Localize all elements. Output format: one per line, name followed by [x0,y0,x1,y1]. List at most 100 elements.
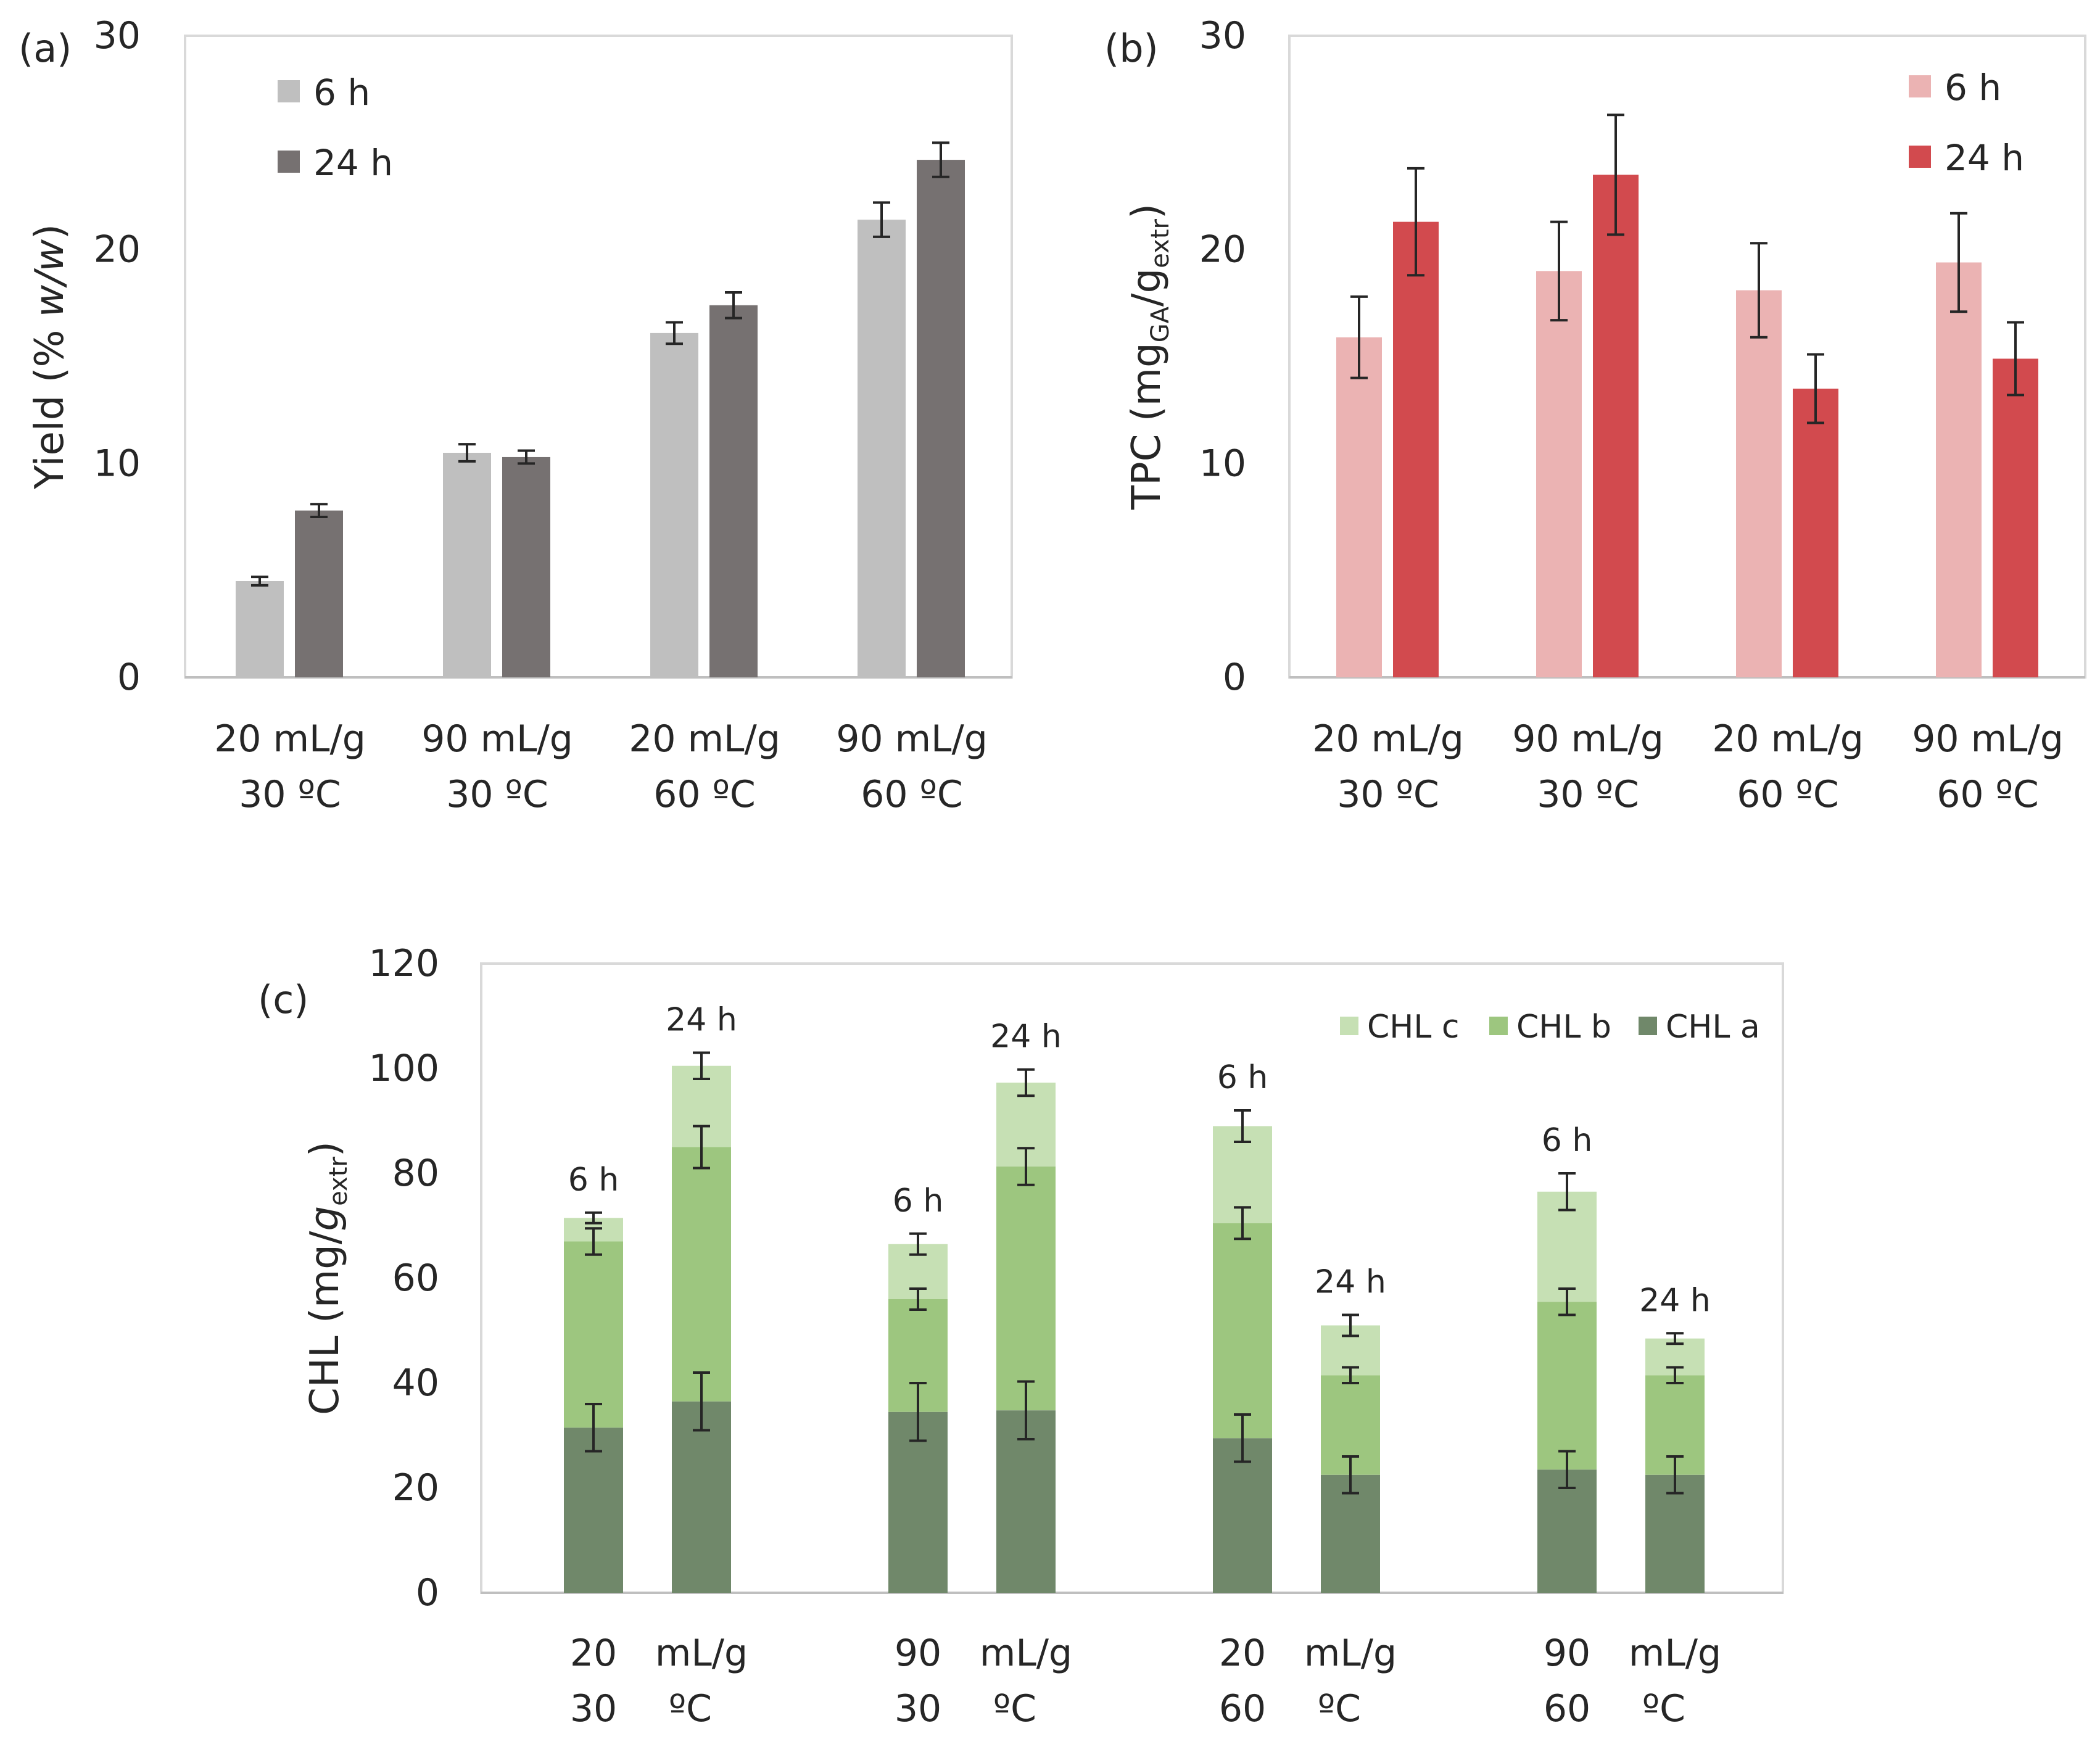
legend-swatch-chl-b [1489,1017,1508,1035]
panel-b-y-ticks: 0 10 20 30 [1199,14,1246,699]
x-tick-label-line2: 30 ºC [1537,773,1639,816]
bar-label-3: 6 h [893,1183,944,1220]
x-tick-label-line2: 60 ºC [861,773,963,816]
error-bar-chl-a-4 [1017,1380,1035,1440]
panel-b-x-labels: 20 mL/g 30 ºC 90 mL/g 30 ºC 20 mL/g 60 ºC 90 m… [1312,717,2064,816]
legend-swatch-chl-c [1340,1017,1358,1035]
error-bar-6h-3 [1750,242,1767,339]
panel-c-bars: 6 h 24 h 6 h 24 h 6 h 24 h 6 h 24 h [564,1002,1711,1593]
error-bar-24h-3 [1807,353,1824,424]
bar-label-8: 24 h [1639,1282,1711,1319]
x-tick-label-line1: 20 mL/g [629,717,780,761]
x-label-line1-right: mL/g [1304,1632,1397,1675]
error-bar-chl-a-7 [1558,1450,1576,1489]
error-bar-24h-4 [2007,321,2024,397]
error-bar-6h-4 [873,201,890,238]
error-bar-chl-b-1 [585,1227,602,1256]
error-bar-chl-c-8 [1666,1332,1684,1345]
panel-b-legend: 6 h 24 h [1909,67,2024,179]
x-tick-label-line1: 90 mL/g [421,717,573,761]
error-bar-chl-b-6 [1342,1366,1359,1384]
y-tick-label: 20 [1199,228,1246,271]
error-bar-chl-a-6 [1342,1455,1359,1495]
bar-6h-4 [1936,262,1982,677]
y-tick-label: 20 [94,228,141,271]
panel-b-label: (b) [1104,26,1159,71]
bar-6h-1 [236,581,284,677]
error-bar-chl-c-3 [909,1232,927,1256]
legend-label-chl-b: CHL b [1516,1009,1611,1046]
x-tick-label-line1: 90 mL/g [1512,717,1664,761]
x-label-line1-right: mL/g [980,1632,1072,1675]
bar-label-4: 24 h [990,1018,1062,1055]
x-label-line1-left: 90 [1544,1632,1590,1675]
x-label-line1-right: mL/g [655,1632,748,1675]
x-tick-label-line1: 20 mL/g [214,717,366,761]
error-bar-chl-c-7 [1558,1172,1576,1212]
bar-segment-chl-a-3 [888,1411,948,1593]
panel-a-x-labels: 20 mL/g 30 ºC 90 mL/g 30 ºC 20 mL/g 60 ºC 90 m… [214,717,988,816]
x-tick-label-line2: 30 ºC [446,773,548,816]
error-bar-chl-b-8 [1666,1366,1684,1384]
panel-a: (a) 0 10 20 30 Yield (% w/w) 20 mL/g 30 ºC 90… [19,14,1013,816]
x-label-line2-right: ºC [1642,1687,1685,1730]
error-bar-chl-c-1 [585,1211,602,1225]
legend-swatch-6h [278,80,300,102]
y-tick-label: 30 [94,14,141,57]
legend-label-6h: 6 h [313,72,370,114]
bar-segment-chl-b-4 [996,1166,1056,1411]
legend-label-6h: 6 h [1945,67,2001,109]
bar-24h-2 [1593,175,1639,677]
bar-6h-1 [1336,337,1382,677]
panel-c-y-ticks: 0 20 40 60 80 100 120 [368,942,439,1614]
bar-segment-chl-b-7 [1537,1302,1597,1470]
legend-swatch-24h [1909,146,1931,168]
y-tick-label: 0 [117,656,141,699]
bar-segment-chl-a-2 [672,1401,731,1593]
x-label-line2-right: ºC [669,1687,712,1730]
error-bar-chl-a-2 [693,1371,710,1432]
bar-6h-2 [443,453,491,677]
error-bar-chl-b-5 [1234,1206,1251,1241]
error-bar-24h-3 [725,291,742,320]
bar-segment-chl-b-1 [564,1241,623,1428]
x-tick-label-line2: 30 ºC [239,773,341,816]
legend-swatch-chl-a [1639,1017,1657,1035]
error-bar-6h-4 [1950,212,1967,313]
x-label-line2-right: ºC [1318,1687,1361,1730]
panel-a-bars [236,141,965,678]
y-tick-label: 10 [94,442,141,485]
error-bar-chl-c-4 [1017,1068,1035,1097]
error-bar-chl-c-2 [693,1051,710,1080]
bar-segment-chl-b-2 [672,1147,731,1402]
bar-6h-3 [650,333,698,677]
panel-a-y-ticks: 0 10 20 30 [94,14,141,699]
x-label-line2-left: 60 [1544,1687,1590,1730]
y-tick-label: 40 [392,1361,439,1405]
legend-label-24h: 24 h [1945,137,2024,179]
x-tick-label-line2: 60 ºC [1937,773,2039,816]
x-tick-label-line2: 60 ºC [653,773,756,816]
legend-swatch-24h [278,151,300,173]
bar-segment-chl-a-6 [1321,1474,1380,1593]
bar-24h-3 [709,305,758,677]
bar-24h-4 [1993,358,2038,677]
bar-label-2: 24 h [666,1002,737,1039]
bar-24h-1 [295,510,343,677]
error-bar-chl-b-7 [1558,1287,1576,1316]
bar-6h-3 [1736,290,1782,677]
panel-c-legend: CHL c CHL b CHL a [1340,1009,1760,1046]
panel-b-y-axis-title: TPC (mgGA/gextr) [1124,204,1175,510]
bar-24h-1 [1393,221,1439,678]
x-label-line1-left: 20 [1219,1632,1266,1675]
error-bar-6h-2 [1550,220,1568,322]
panel-c-x-labels: 20 mL/g 30 ºC 90 mL/g 30 ºC 20 mL/g 60 ºC 90 mL/g 60 ºC [570,1632,1721,1730]
y-tick-label: 100 [368,1047,439,1090]
bar-24h-4 [917,160,965,678]
bar-label-6: 24 h [1315,1264,1386,1301]
error-bar-chl-a-5 [1234,1413,1251,1463]
panel-a-legend: 6 h 24 h [278,72,393,184]
bar-segment-chl-b-5 [1213,1223,1272,1439]
error-bar-chl-b-2 [693,1125,710,1170]
